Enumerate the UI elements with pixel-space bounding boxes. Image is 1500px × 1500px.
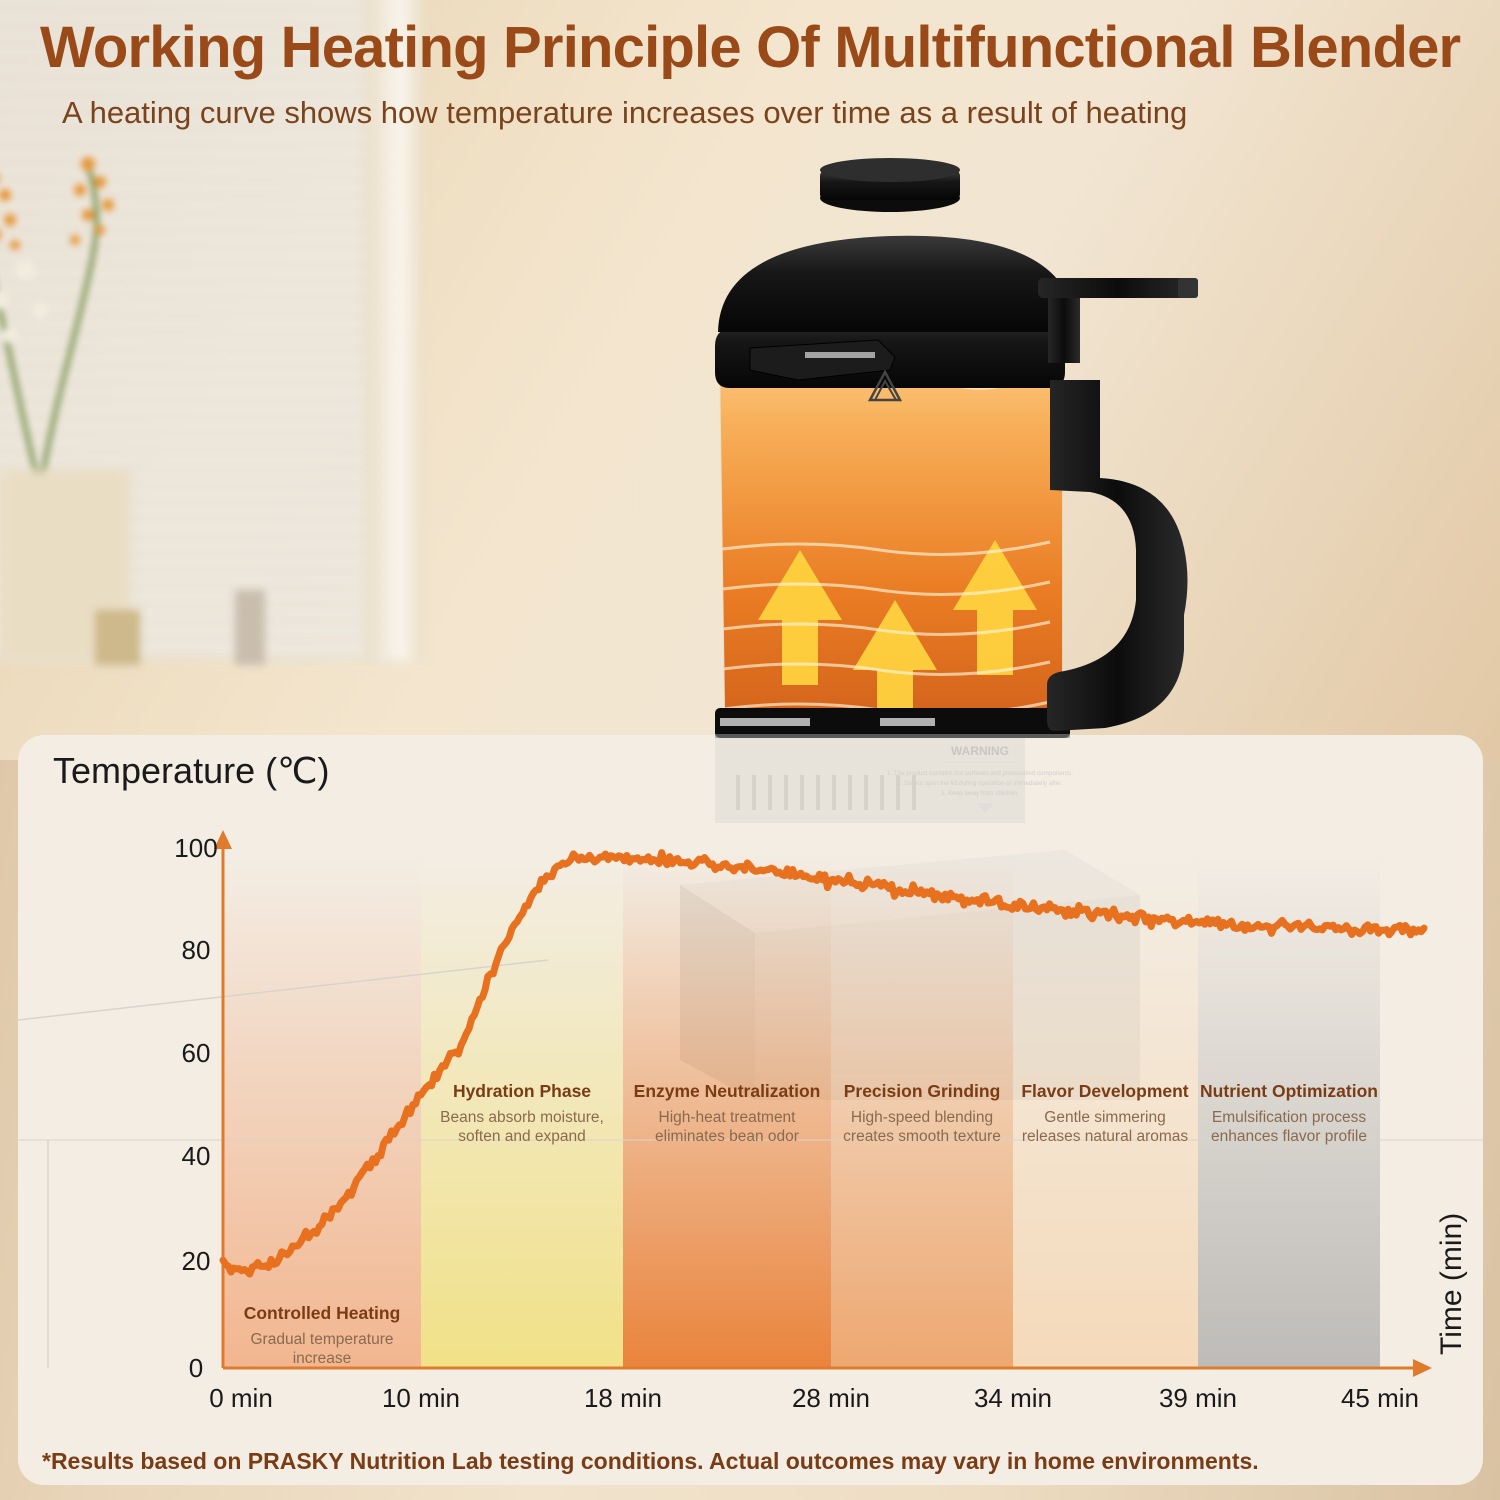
svg-text:eliminates bean odor: eliminates bean odor: [655, 1128, 799, 1145]
svg-text:Temperature (℃): Temperature (℃): [53, 750, 330, 791]
svg-text:Gradual temperature: Gradual temperature: [250, 1331, 393, 1348]
svg-text:Gentle simmering: Gentle simmering: [1044, 1109, 1165, 1126]
svg-text:Precision Grinding: Precision Grinding: [844, 1081, 1001, 1101]
svg-text:60: 60: [182, 1038, 211, 1068]
svg-text:Emulsification process: Emulsification process: [1212, 1109, 1366, 1126]
svg-text:20: 20: [182, 1246, 211, 1276]
svg-text:releases natural aromas: releases natural aromas: [1022, 1128, 1189, 1145]
svg-text:10 min: 10 min: [382, 1383, 460, 1413]
svg-text:45 min: 45 min: [1341, 1383, 1419, 1413]
svg-text:34 min: 34 min: [974, 1383, 1052, 1413]
svg-text:Enzyme Neutralization: Enzyme Neutralization: [634, 1081, 821, 1101]
svg-text:Flavor Development: Flavor Development: [1021, 1081, 1188, 1101]
svg-text:100: 100: [174, 833, 217, 863]
svg-text:creates smooth texture: creates smooth texture: [843, 1128, 1001, 1145]
svg-text:Controlled Heating: Controlled Heating: [244, 1303, 401, 1323]
svg-text:80: 80: [182, 935, 211, 965]
svg-text:enhances flavor profile: enhances flavor profile: [1211, 1128, 1367, 1145]
svg-text:Hydration Phase: Hydration Phase: [453, 1081, 591, 1101]
svg-text:Time (min): Time (min): [1435, 1213, 1468, 1355]
svg-text:18 min: 18 min: [584, 1383, 662, 1413]
svg-text:39 min: 39 min: [1159, 1383, 1237, 1413]
svg-text:High-speed blending: High-speed blending: [851, 1109, 993, 1126]
svg-text:0: 0: [189, 1353, 203, 1383]
svg-text:Beans absorb moisture,: Beans absorb moisture,: [440, 1109, 604, 1126]
svg-text:40: 40: [182, 1141, 211, 1171]
svg-text:High-heat treatment: High-heat treatment: [659, 1109, 797, 1126]
svg-text:Nutrient Optimization: Nutrient Optimization: [1200, 1081, 1378, 1101]
svg-text:soften and expand: soften and expand: [458, 1128, 586, 1145]
svg-text:0 min: 0 min: [209, 1383, 273, 1413]
svg-text:increase: increase: [293, 1350, 352, 1367]
svg-text:28 min: 28 min: [792, 1383, 870, 1413]
